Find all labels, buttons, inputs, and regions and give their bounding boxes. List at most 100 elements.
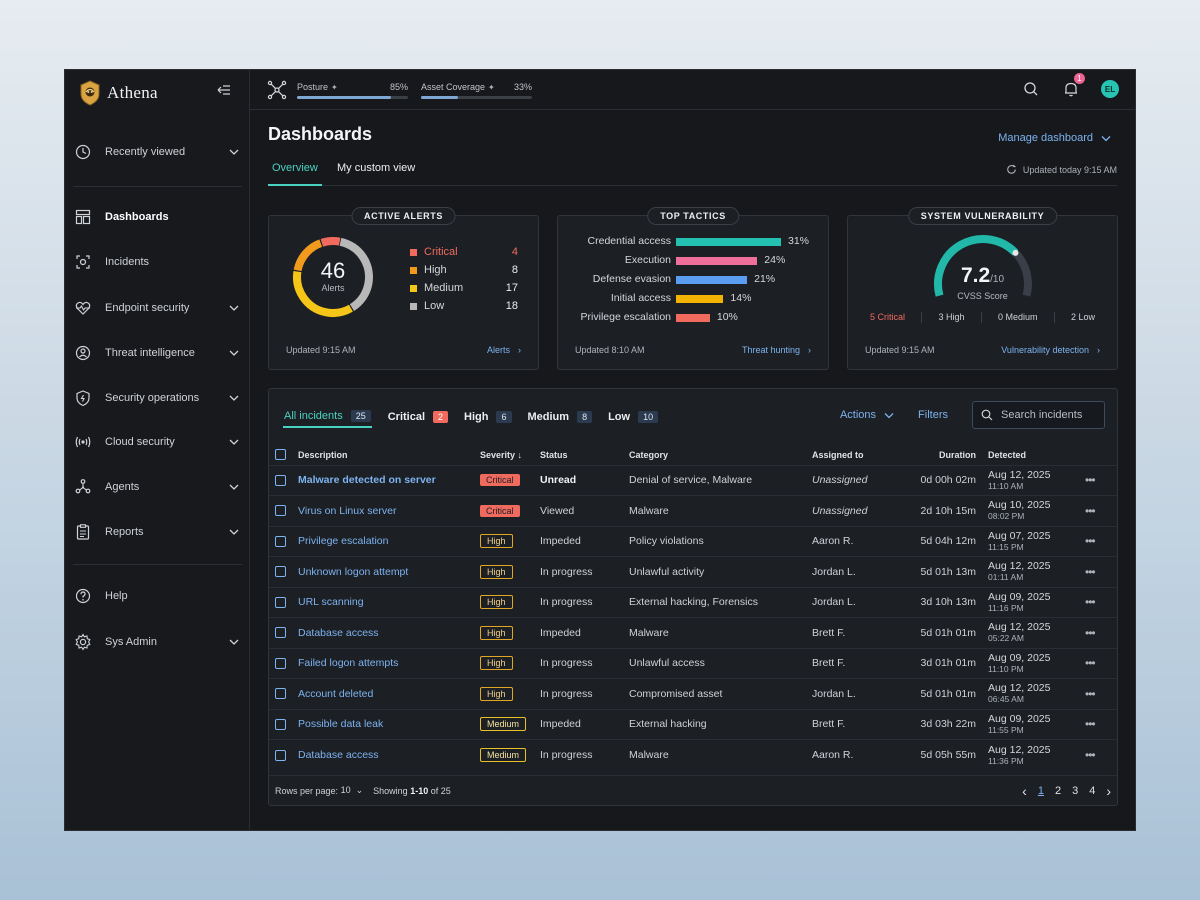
- incident-description[interactable]: Database access: [298, 617, 480, 648]
- row-checkbox[interactable]: [275, 596, 286, 608]
- asset-coverage-value: 33%: [513, 82, 532, 92]
- filter-tab-high[interactable]: High 6: [464, 406, 512, 428]
- more-options-icon[interactable]: •••: [1085, 686, 1096, 701]
- page-link[interactable]: 4: [1089, 785, 1096, 797]
- filter-tab-count: 10: [638, 411, 659, 423]
- filters-button[interactable]: Filters: [918, 409, 948, 421]
- filter-tab-low[interactable]: Low 10: [608, 406, 659, 428]
- incident-description[interactable]: Virus on Linux server: [298, 495, 480, 526]
- row-checkbox[interactable]: [275, 627, 286, 639]
- column-header-assigned-to[interactable]: Assigned to: [812, 449, 864, 460]
- sidebar-item-help[interactable]: Help: [73, 583, 243, 609]
- incident-description[interactable]: Malware detected on server: [298, 464, 480, 496]
- table-row[interactable]: Malware detected on server Critical Unre…: [269, 464, 1117, 496]
- page-link[interactable]: 2: [1054, 785, 1062, 797]
- incident-description[interactable]: Account deleted: [298, 678, 480, 709]
- more-options-icon[interactable]: •••: [1085, 564, 1096, 579]
- column-header-description[interactable]: Description: [298, 449, 348, 460]
- actions-dropdown[interactable]: Actions: [840, 409, 894, 421]
- sidebar-item-sys-admin[interactable]: Sys Admin: [73, 629, 243, 655]
- more-options-icon[interactable]: •••: [1085, 748, 1096, 762]
- table-row[interactable]: Account deleted High In progress Comprom…: [269, 678, 1117, 709]
- row-checkbox[interactable]: [275, 657, 286, 669]
- column-header-category[interactable]: Category: [629, 449, 669, 460]
- sidebar-item-incidents[interactable]: Incidents: [73, 249, 243, 275]
- tactic-label-text: Credential access: [587, 235, 671, 247]
- incident-description[interactable]: Possible data leak: [298, 708, 480, 740]
- top-bar: Posture ✦ 85% Asset Coverage ✦ 33%: [250, 70, 1135, 110]
- row-checkbox[interactable]: [275, 718, 286, 730]
- sidebar-item-cloud-security[interactable]: Cloud security: [73, 429, 243, 455]
- page-link[interactable]: 1: [1037, 785, 1044, 797]
- more-options-icon[interactable]: •••: [1085, 625, 1096, 640]
- column-header-severity[interactable]: Severity ↓: [480, 445, 540, 465]
- row-select-cell: [269, 708, 298, 740]
- select-all-checkbox[interactable]: [275, 449, 286, 461]
- search-icon[interactable]: [1021, 79, 1041, 99]
- collapse-sidebar-icon[interactable]: [217, 84, 231, 96]
- manage-dashboard-dropdown[interactable]: Manage dashboard: [998, 132, 1111, 144]
- threat-hunting-link[interactable]: Threat hunting ›: [742, 345, 811, 355]
- row-checkbox[interactable]: [275, 474, 286, 486]
- more-options-icon[interactable]: •••: [1085, 595, 1096, 610]
- filter-tab-medium[interactable]: Medium 8: [528, 406, 593, 428]
- sidebar-item-reports[interactable]: Reports: [73, 519, 243, 545]
- avatar[interactable]: EL: [1101, 80, 1119, 98]
- asset-coverage-metric[interactable]: Asset Coverage ✦ 33%: [421, 82, 532, 99]
- card-footer: Updated 9:15 AM Alerts ›: [286, 345, 521, 355]
- table-row[interactable]: URL scanning High In progress External h…: [269, 586, 1117, 618]
- sidebar-item-threat-intelligence[interactable]: Threat intelligence: [73, 340, 243, 366]
- more-options-icon[interactable]: •••: [1085, 656, 1096, 671]
- incident-description[interactable]: Failed logon attempts: [298, 647, 480, 679]
- incident-description[interactable]: Privilege escalation: [298, 525, 480, 557]
- more-options-icon[interactable]: •••: [1085, 473, 1096, 488]
- table-row[interactable]: Virus on Linux server Critical Viewed Ma…: [269, 495, 1117, 526]
- notifications-button[interactable]: 1: [1061, 73, 1085, 99]
- rows-per-page-select[interactable]: 10 ⌄: [341, 785, 364, 796]
- tab-my-custom-view[interactable]: My custom view: [337, 162, 416, 174]
- chevron-right-icon[interactable]: ›: [1106, 783, 1111, 799]
- page-link[interactable]: 3: [1072, 785, 1079, 797]
- vulnerability-detection-link[interactable]: Vulnerability detection ›: [1001, 345, 1100, 355]
- chevron-left-icon[interactable]: ‹: [1022, 783, 1027, 799]
- posture-metric[interactable]: Posture ✦ 85%: [297, 82, 408, 99]
- more-options-icon[interactable]: •••: [1085, 503, 1096, 518]
- row-checkbox[interactable]: [275, 535, 286, 547]
- more-options-icon[interactable]: •••: [1085, 717, 1096, 732]
- incident-description[interactable]: Database access: [298, 739, 480, 770]
- incident-description[interactable]: Unknown logon attempt: [298, 556, 480, 587]
- filter-tab-all-incidents[interactable]: All incidents 25: [283, 406, 372, 428]
- table-row[interactable]: Possible data leak Medium Impeded Extern…: [269, 708, 1117, 740]
- refresh-icon[interactable]: [1006, 164, 1017, 175]
- row-checkbox[interactable]: [275, 566, 286, 578]
- sidebar-item-security-operations[interactable]: Security operations: [73, 385, 243, 411]
- incident-description[interactable]: URL scanning: [298, 586, 480, 618]
- sidebar-item-dashboards[interactable]: Dashboards: [73, 204, 243, 230]
- table-row[interactable]: Failed logon attempts High In progress U…: [269, 647, 1117, 679]
- row-checkbox[interactable]: [275, 688, 286, 700]
- table-row[interactable]: Database access Medium In progress Malwa…: [269, 739, 1117, 770]
- filter-tab-critical[interactable]: Critical 2: [388, 406, 449, 428]
- row-actions-cell: •••: [1085, 525, 1117, 557]
- column-header-duration[interactable]: Duration: [939, 449, 976, 460]
- sidebar-item-endpoint-security[interactable]: Endpoint security: [73, 295, 243, 321]
- network-icon[interactable]: [267, 80, 287, 100]
- table-row[interactable]: Unknown logon attempt High In progress U…: [269, 556, 1117, 587]
- sidebar-item-recently-viewed[interactable]: Recently viewed: [73, 139, 243, 165]
- row-checkbox[interactable]: [275, 505, 286, 517]
- more-options-icon[interactable]: •••: [1085, 534, 1096, 549]
- column-header-status[interactable]: Status: [540, 449, 568, 460]
- search-incidents-box[interactable]: [972, 401, 1105, 429]
- row-checkbox[interactable]: [275, 749, 286, 761]
- row-actions-cell: •••: [1085, 586, 1117, 618]
- tab-overview[interactable]: Overview: [268, 162, 322, 186]
- filter-tab-count: 25: [350, 410, 371, 422]
- column-header-detected[interactable]: Detected: [988, 449, 1027, 460]
- table-row[interactable]: Database access High Impeded Malware Bre…: [269, 617, 1117, 648]
- brand[interactable]: Athena: [79, 78, 158, 108]
- sidebar-item-agents[interactable]: Agents: [73, 474, 243, 500]
- severity-badge: High: [480, 564, 513, 579]
- table-row[interactable]: Privilege escalation High Impeded Policy…: [269, 525, 1117, 557]
- search-incidents-input[interactable]: [1001, 409, 1096, 421]
- alerts-link[interactable]: Alerts ›: [487, 345, 521, 355]
